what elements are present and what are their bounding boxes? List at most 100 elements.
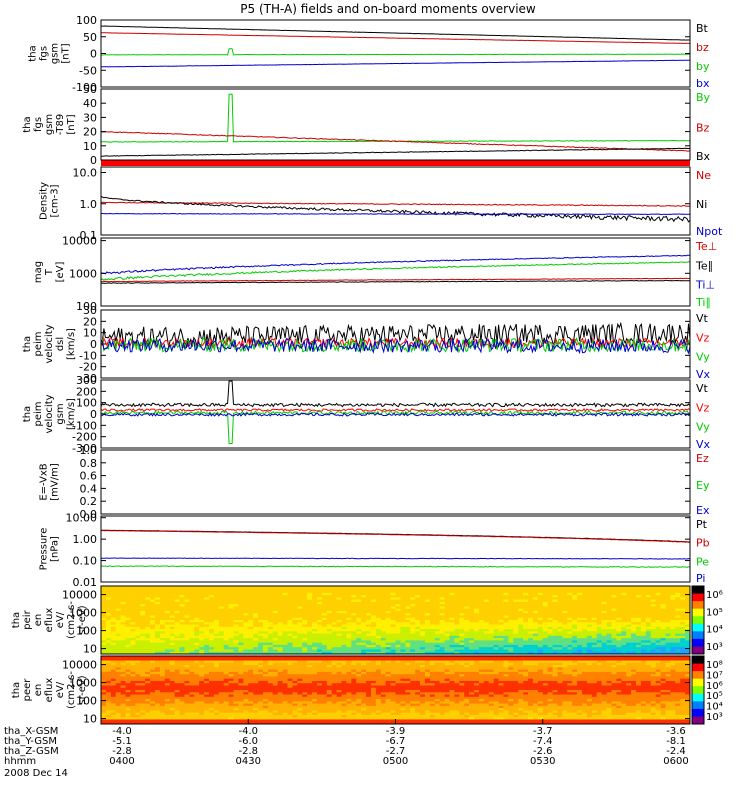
spectrogram-cell bbox=[218, 662, 225, 666]
spectrogram-cell bbox=[660, 613, 666, 616]
spectrogram-cell bbox=[184, 717, 190, 720]
spectrogram-cell bbox=[213, 647, 220, 650]
spectrogram-cell bbox=[645, 635, 652, 639]
spectrogram-cell bbox=[228, 606, 234, 609]
spectrogram-cell bbox=[685, 624, 691, 628]
y-axis-title-line: peir bbox=[22, 609, 33, 629]
spectrogram-cell bbox=[262, 647, 269, 650]
spectrogram-cell bbox=[410, 586, 416, 589]
spectrogram-cell bbox=[356, 604, 362, 607]
spectrogram-cell bbox=[640, 649, 647, 653]
spectrogram-cell bbox=[312, 592, 318, 596]
spectrogram-cell bbox=[199, 615, 205, 619]
spectrogram-cell bbox=[532, 651, 539, 655]
spectrogram-cell bbox=[253, 597, 259, 600]
spectrogram-cell bbox=[233, 644, 239, 648]
spectrogram-cell bbox=[385, 649, 391, 653]
spectrogram-cell bbox=[498, 647, 504, 650]
spectrogram-cell bbox=[184, 662, 190, 666]
spectrogram-cell bbox=[110, 604, 117, 607]
spectrogram-cell bbox=[385, 615, 391, 619]
spectrogram-cell bbox=[159, 601, 166, 605]
spectrogram-cell bbox=[454, 647, 460, 650]
spectrogram-cell bbox=[385, 629, 391, 632]
y-axis-title-line: [nT] bbox=[61, 43, 72, 63]
spectrogram-cell bbox=[312, 604, 318, 607]
spectrogram-cell bbox=[258, 701, 264, 704]
spectrogram-cell bbox=[130, 606, 136, 609]
spectrogram-cell bbox=[621, 615, 627, 619]
spectrogram-cell bbox=[243, 649, 249, 653]
spectrogram-cell bbox=[356, 633, 362, 637]
spectrogram-cell bbox=[228, 604, 234, 607]
spectrogram-cell bbox=[395, 620, 401, 623]
spectrogram-cell bbox=[204, 694, 210, 698]
spectrogram-cell bbox=[670, 586, 676, 589]
spectrogram-cell bbox=[258, 633, 264, 637]
spectrogram-cell bbox=[218, 629, 225, 632]
spectrogram-cell bbox=[101, 683, 107, 686]
spectrogram-cell bbox=[105, 615, 112, 619]
spectrogram-cell bbox=[243, 680, 249, 684]
spectrogram-cell bbox=[184, 667, 190, 670]
spectrogram-cell bbox=[478, 640, 485, 643]
spectrogram-cell bbox=[150, 671, 156, 675]
spectrogram-cell bbox=[248, 644, 254, 648]
spectrogram-cell bbox=[282, 626, 288, 630]
y-axis-title-line: velocity bbox=[44, 324, 55, 363]
spectrogram-cell bbox=[213, 660, 220, 664]
spectrogram-cell bbox=[420, 595, 426, 598]
spectrogram-cell bbox=[326, 617, 332, 621]
spectrogram-cell bbox=[135, 671, 141, 675]
spectrogram-cell bbox=[272, 678, 278, 682]
spectrogram-cell bbox=[420, 617, 426, 621]
spectrogram-cell bbox=[390, 610, 396, 614]
spectrogram-cell bbox=[557, 586, 563, 589]
spectrogram-cell bbox=[248, 588, 254, 591]
spectrogram-cell bbox=[228, 667, 234, 670]
spectrogram-cell bbox=[316, 626, 323, 630]
spectrogram-cell bbox=[135, 662, 141, 666]
spectrogram-cell bbox=[292, 626, 298, 630]
spectrogram-cell bbox=[513, 608, 519, 612]
spectrogram-cell bbox=[336, 586, 342, 589]
spectrogram-cell bbox=[140, 701, 146, 704]
spectrogram-cell bbox=[101, 638, 107, 641]
spectrogram-cell bbox=[483, 606, 490, 609]
spectrogram-cell bbox=[326, 635, 332, 639]
spectrogram-cell bbox=[429, 629, 436, 632]
spectrogram-cell bbox=[415, 622, 421, 625]
spectrogram-cell bbox=[258, 692, 264, 695]
spectrogram-cell bbox=[253, 626, 259, 630]
spectrogram-cell bbox=[145, 590, 151, 594]
spectrogram-cell bbox=[164, 640, 171, 643]
spectrogram-cell bbox=[110, 662, 117, 666]
spectrogram-cell bbox=[228, 638, 234, 641]
spectrogram-cell bbox=[140, 608, 146, 612]
spectrogram-cell bbox=[493, 601, 499, 605]
spectrogram-cell bbox=[685, 622, 691, 625]
spectrogram-cell bbox=[626, 635, 632, 639]
spectrogram-cell bbox=[356, 615, 362, 619]
spectrogram-cell bbox=[459, 601, 465, 605]
spectrogram-cell bbox=[606, 631, 612, 634]
spectrogram-cell bbox=[518, 588, 524, 591]
spectrogram-cell bbox=[297, 597, 303, 600]
spectrogram-cell bbox=[277, 651, 283, 655]
spectrogram-cell bbox=[277, 615, 283, 619]
spectrogram-cell bbox=[636, 595, 642, 598]
spectrogram-cell bbox=[213, 642, 220, 646]
spectrogram-cell bbox=[223, 620, 229, 623]
spectrogram-cell bbox=[601, 588, 607, 591]
spectrogram-cell bbox=[105, 649, 112, 653]
spectrogram-cell bbox=[331, 638, 337, 641]
spectrogram-cell bbox=[130, 662, 136, 666]
spectrogram-cell bbox=[154, 595, 161, 598]
spectrogram-cell bbox=[208, 595, 215, 598]
spectrogram-cell bbox=[336, 610, 342, 614]
spectrogram-cell bbox=[194, 687, 200, 691]
spectrogram-cell bbox=[101, 658, 107, 661]
spectrogram-cell bbox=[154, 665, 161, 668]
spectrogram-cell bbox=[562, 620, 568, 623]
spectrogram-cell bbox=[297, 644, 303, 648]
